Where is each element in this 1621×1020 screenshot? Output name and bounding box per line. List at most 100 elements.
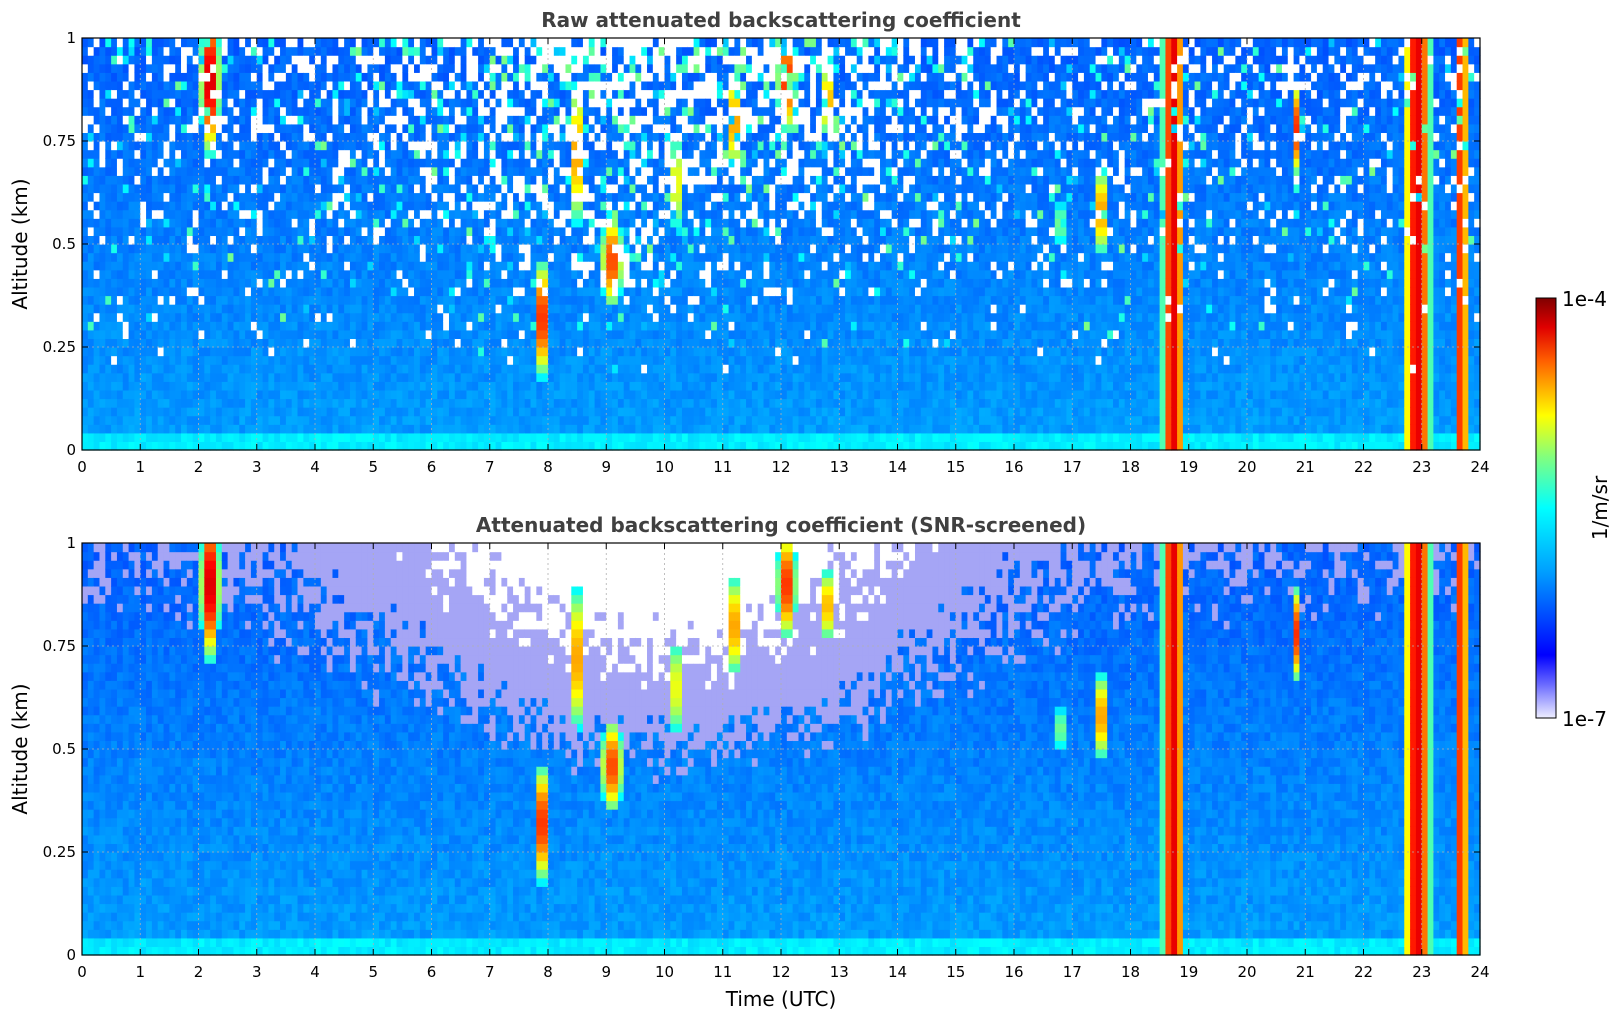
heatmap-cell (88, 278, 94, 287)
heatmap-cell (490, 201, 496, 210)
heatmap-cell (432, 107, 438, 116)
heatmap-cell (362, 107, 368, 116)
heatmap-cell (152, 253, 158, 262)
heatmap-cell (548, 227, 554, 236)
heatmap-cell (263, 227, 269, 236)
heatmap-cell (111, 201, 117, 210)
heatmap-cell (233, 210, 239, 219)
heatmap-cell (152, 175, 158, 184)
heatmap-cell (466, 296, 472, 305)
heatmap-cell (466, 261, 472, 270)
heatmap-cell (268, 64, 274, 73)
heatmap-cell (216, 321, 222, 330)
heatmap-cell (315, 107, 321, 116)
heatmap-cell (210, 184, 216, 193)
heatmap-cell (525, 313, 531, 322)
heatmap-cell (513, 304, 519, 313)
heatmap-cell (507, 141, 513, 150)
heatmap-cell (210, 115, 216, 124)
heatmap-cell (525, 107, 531, 116)
heatmap-cell (152, 399, 158, 408)
heatmap-cell (199, 304, 205, 313)
heatmap-cell (665, 424, 671, 433)
heatmap-cell (641, 47, 647, 56)
heatmap-cell (653, 132, 659, 141)
heatmap-cell (233, 38, 239, 47)
heatmap-cell (181, 81, 187, 90)
heatmap-cell (612, 218, 618, 227)
heatmap-cell (210, 321, 216, 330)
heatmap-cell (560, 424, 566, 433)
heatmap-cell (94, 381, 100, 390)
heatmap-cell (490, 390, 496, 399)
heatmap-cell (88, 270, 94, 279)
heatmap-cell (560, 55, 566, 64)
heatmap-cell (105, 278, 111, 287)
heatmap-cell (286, 158, 292, 167)
heatmap-cell (239, 218, 245, 227)
heatmap-cell (565, 270, 571, 279)
heatmap-cell (519, 433, 525, 442)
heatmap-cell (571, 278, 577, 287)
heatmap-cell (385, 158, 391, 167)
heatmap-cell (682, 141, 688, 150)
heatmap-cell (239, 399, 245, 408)
heatmap-cell (472, 150, 478, 159)
heatmap-cell (548, 167, 554, 176)
heatmap-cell (548, 441, 554, 450)
heatmap-cell (216, 64, 222, 73)
heatmap-cell (571, 235, 577, 244)
heatmap-cell (257, 244, 263, 253)
heatmap-cell (606, 244, 612, 253)
heatmap-cell (228, 424, 234, 433)
heatmap-cell (472, 64, 478, 73)
heatmap-cell (589, 416, 595, 425)
heatmap-cell (391, 167, 397, 176)
heatmap-cell (449, 64, 455, 73)
heatmap-cell (239, 347, 245, 356)
heatmap-cell (670, 278, 676, 287)
heatmap-cell (187, 175, 193, 184)
heatmap-cell (391, 218, 397, 227)
heatmap-cell (152, 124, 158, 133)
heatmap-cell (216, 424, 222, 433)
heatmap-cell (105, 330, 111, 339)
heatmap-cell (595, 81, 601, 90)
heatmap-cell (455, 115, 461, 124)
heatmap-cell (181, 107, 187, 116)
heatmap-cell (472, 47, 478, 56)
heatmap-cell (344, 47, 350, 56)
heatmap-cell (286, 235, 292, 244)
heatmap-cell (682, 296, 688, 305)
heatmap-cell (350, 424, 356, 433)
heatmap-cell (280, 193, 286, 202)
heatmap-cell (589, 55, 595, 64)
heatmap-cell (577, 330, 583, 339)
heatmap-cell (292, 115, 298, 124)
heatmap-cell (379, 55, 385, 64)
heatmap-cell (665, 313, 671, 322)
heatmap-cell (531, 235, 537, 244)
heatmap-cell (268, 407, 274, 416)
heatmap-cell (175, 107, 181, 116)
heatmap-cell (525, 373, 531, 382)
heatmap-cell (210, 261, 216, 270)
heatmap-cell (327, 227, 333, 236)
heatmap-cell (391, 81, 397, 90)
heatmap-cell (455, 304, 461, 313)
heatmap-cell (583, 347, 589, 356)
heatmap-cell (204, 90, 210, 99)
heatmap-cell (595, 90, 601, 99)
heatmap-cell (635, 193, 641, 202)
heatmap-cell (565, 81, 571, 90)
heatmap-cell (204, 433, 210, 442)
heatmap-cell (245, 124, 251, 133)
heatmap-cell (449, 338, 455, 347)
heatmap-cell (420, 115, 426, 124)
heatmap-cell (263, 381, 269, 390)
heatmap-cell (461, 64, 467, 73)
heatmap-cell (164, 296, 170, 305)
heatmap-cell (466, 47, 472, 56)
heatmap-cell (263, 347, 269, 356)
heatmap-cell (263, 287, 269, 296)
